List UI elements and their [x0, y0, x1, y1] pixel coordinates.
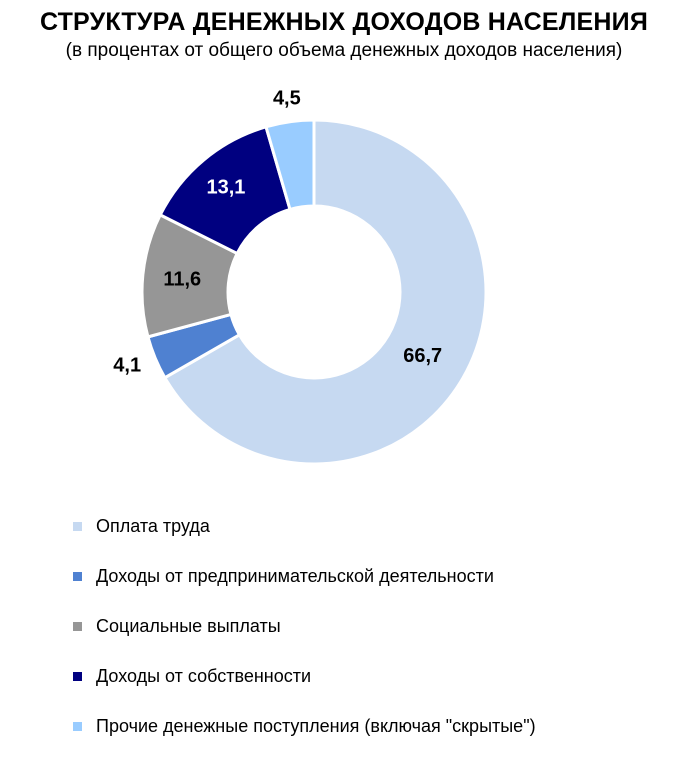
slice-value-label: 4,1 [113, 354, 141, 376]
legend-item-wages: Оплата труда [73, 512, 673, 562]
legend-label: Прочие денежные поступления (включая "ск… [96, 716, 536, 736]
legend-swatch [73, 622, 82, 631]
legend-item-social-payments: Социальные выплаты [73, 612, 673, 662]
legend-label: Социальные выплаты [96, 616, 281, 636]
slice-value-label: 66,7 [403, 345, 442, 367]
chart-subtitle: (в процентах от общего объема денежных д… [65, 40, 623, 61]
legend-swatch [73, 722, 82, 731]
legend-swatch [73, 672, 82, 681]
legend-item-business-income: Доходы от предпринимательской деятельнос… [73, 562, 673, 612]
slice-value-label: 11,6 [163, 269, 201, 291]
legend-item-other-income: Прочие денежные поступления (включая "ск… [73, 712, 673, 762]
chart-legend: Оплата труда Доходы от предпринимательск… [73, 512, 673, 762]
slice-value-label: 4,5 [273, 87, 301, 109]
donut-slice [163, 118, 488, 466]
legend-swatch [73, 572, 82, 581]
slice-value-label: 13,1 [206, 176, 245, 198]
donut-chart: 66,7 4,1 11,6 13,1 4,5 [113, 87, 488, 466]
legend-item-property-income: Доходы от собственности [73, 662, 673, 712]
legend-swatch [73, 522, 82, 531]
legend-label: Оплата труда [96, 516, 210, 536]
chart-title: СТРУКТУРА ДЕНЕЖНЫХ ДОХОДОВ НАСЕЛЕНИЯ [39, 8, 649, 36]
legend-label: Доходы от предпринимательской деятельнос… [96, 566, 494, 586]
donut-slice [264, 118, 316, 211]
legend-label: Доходы от собственности [96, 666, 312, 686]
